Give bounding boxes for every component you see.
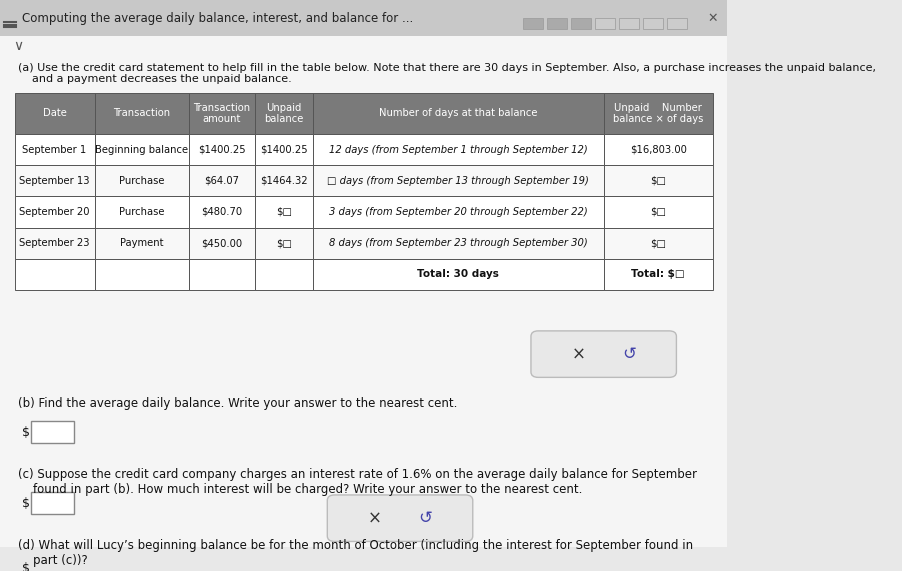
- Bar: [254, 227, 312, 259]
- Bar: [14, 165, 95, 196]
- FancyBboxPatch shape: [570, 18, 590, 29]
- Text: $1464.32: $1464.32: [260, 176, 307, 186]
- Text: $16,803.00: $16,803.00: [629, 144, 686, 155]
- Text: (b) Find the average daily balance. Write your answer to the nearest cent.: (b) Find the average daily balance. Writ…: [18, 396, 457, 409]
- Text: $□: $□: [649, 238, 666, 248]
- Text: 12 days (from September 1 through September 12): 12 days (from September 1 through Septem…: [328, 144, 587, 155]
- Text: ∨: ∨: [14, 39, 23, 54]
- FancyBboxPatch shape: [594, 18, 614, 29]
- Text: Beginning balance: Beginning balance: [96, 144, 189, 155]
- Text: September 13: September 13: [19, 176, 89, 186]
- FancyBboxPatch shape: [0, 0, 726, 35]
- Text: Transaction: Transaction: [113, 108, 170, 119]
- Bar: [189, 165, 254, 196]
- Text: Date: Date: [42, 108, 67, 119]
- FancyBboxPatch shape: [642, 18, 662, 29]
- Text: $□: $□: [275, 238, 291, 248]
- Text: Transaction
amount: Transaction amount: [193, 103, 250, 124]
- FancyBboxPatch shape: [32, 558, 74, 571]
- Bar: [254, 134, 312, 165]
- Text: ↺: ↺: [621, 345, 635, 363]
- Bar: [254, 259, 312, 290]
- Bar: [254, 165, 312, 196]
- Text: ↺: ↺: [419, 509, 432, 528]
- Text: $1400.25: $1400.25: [260, 144, 307, 155]
- Text: Purchase: Purchase: [119, 176, 164, 186]
- Bar: [14, 134, 95, 165]
- Bar: [312, 165, 603, 196]
- Bar: [189, 196, 254, 227]
- Bar: [14, 259, 95, 290]
- Text: Total: 30 days: Total: 30 days: [417, 270, 499, 279]
- FancyBboxPatch shape: [327, 495, 473, 541]
- Bar: [189, 134, 254, 165]
- Text: September 20: September 20: [19, 207, 89, 217]
- Text: $: $: [22, 425, 30, 439]
- Bar: [95, 259, 189, 290]
- Text: Unpaid    Number
balance × of days: Unpaid Number balance × of days: [612, 103, 703, 124]
- Text: $: $: [22, 562, 30, 571]
- Bar: [95, 196, 189, 227]
- Text: September 23: September 23: [19, 238, 89, 248]
- Text: Computing the average daily balance, interest, and balance for ...: Computing the average daily balance, int…: [22, 11, 412, 25]
- Bar: [189, 259, 254, 290]
- Bar: [254, 93, 312, 134]
- Text: $□: $□: [275, 207, 291, 217]
- Text: 3 days (from September 20 through September 22): 3 days (from September 20 through Septem…: [328, 207, 587, 217]
- Bar: [603, 134, 712, 165]
- Bar: [312, 93, 603, 134]
- Bar: [95, 134, 189, 165]
- Text: September 1: September 1: [23, 144, 87, 155]
- FancyBboxPatch shape: [667, 18, 686, 29]
- Text: $□: $□: [649, 207, 666, 217]
- Text: $480.70: $480.70: [201, 207, 242, 217]
- FancyBboxPatch shape: [547, 18, 566, 29]
- Text: ×: ×: [571, 345, 584, 363]
- Bar: [95, 165, 189, 196]
- FancyBboxPatch shape: [522, 18, 542, 29]
- Bar: [189, 227, 254, 259]
- Text: $1400.25: $1400.25: [198, 144, 245, 155]
- FancyBboxPatch shape: [530, 331, 676, 377]
- Bar: [312, 134, 603, 165]
- FancyBboxPatch shape: [618, 18, 638, 29]
- FancyBboxPatch shape: [0, 35, 726, 547]
- Text: (c) Suppose the credit card company charges an interest rate of 1.6% on the aver: (c) Suppose the credit card company char…: [18, 468, 696, 496]
- Bar: [312, 227, 603, 259]
- Bar: [254, 196, 312, 227]
- Text: Number of days at that balance: Number of days at that balance: [379, 108, 537, 119]
- Text: (d) What will Lucy’s beginning balance be for the month of October (including th: (d) What will Lucy’s beginning balance b…: [18, 538, 693, 566]
- Text: ×: ×: [367, 509, 381, 528]
- Bar: [95, 93, 189, 134]
- FancyBboxPatch shape: [32, 421, 74, 443]
- Text: $□: $□: [649, 176, 666, 186]
- Text: Total: $□: Total: $□: [630, 270, 685, 279]
- Bar: [189, 93, 254, 134]
- FancyBboxPatch shape: [32, 492, 74, 514]
- Bar: [312, 196, 603, 227]
- Bar: [603, 196, 712, 227]
- Text: $450.00: $450.00: [201, 238, 242, 248]
- Text: Purchase: Purchase: [119, 207, 164, 217]
- Bar: [603, 227, 712, 259]
- Text: ✕: ✕: [707, 11, 717, 25]
- Text: Payment: Payment: [120, 238, 163, 248]
- Text: (a) Use the credit card statement to help fill in the table below. Note that the: (a) Use the credit card statement to hel…: [18, 63, 875, 85]
- Bar: [603, 259, 712, 290]
- Text: Unpaid
balance: Unpaid balance: [263, 103, 303, 124]
- Bar: [312, 259, 603, 290]
- Bar: [95, 227, 189, 259]
- Text: $: $: [22, 497, 30, 510]
- Bar: [603, 93, 712, 134]
- Text: $64.07: $64.07: [204, 176, 239, 186]
- Bar: [14, 196, 95, 227]
- Bar: [14, 93, 95, 134]
- Text: 8 days (from September 23 through September 30): 8 days (from September 23 through Septem…: [328, 238, 587, 248]
- Bar: [603, 165, 712, 196]
- Bar: [14, 227, 95, 259]
- Text: □ days (from September 13 through September 19): □ days (from September 13 through Septem…: [327, 176, 588, 186]
